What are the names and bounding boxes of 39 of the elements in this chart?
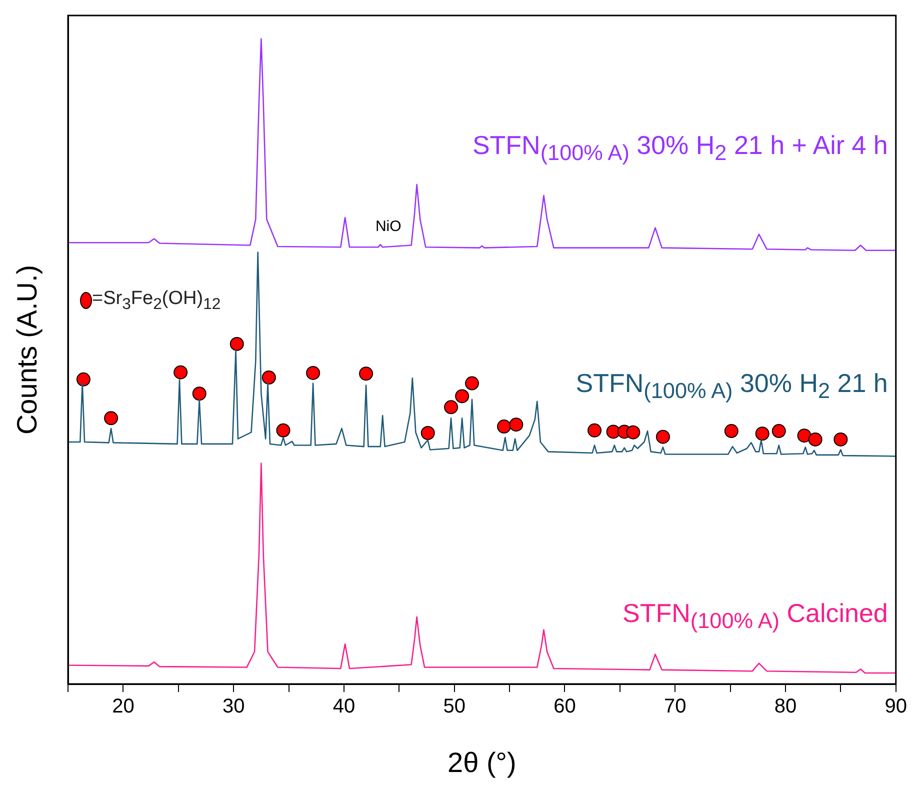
point (455, 389, 470, 404)
legend-label: =Sr$_{3}$Fe$_{2}$(OH)$_{12}$ (92, 288, 221, 314)
point (104, 411, 118, 426)
text: STFN$_{(100% A)}$ 30% H$_{2}$ 21 h + Air 4 h (472, 129, 888, 168)
point (497, 420, 512, 434)
x-tick-label: 30 (222, 696, 245, 718)
x-tick-label: 40 (332, 696, 356, 718)
x-axis-title: 2θ (°) (448, 746, 516, 778)
point (174, 365, 188, 380)
x-tick-label: 80 (774, 696, 797, 718)
point (262, 370, 276, 384)
point (359, 366, 374, 381)
x-tick-label: 90 (884, 696, 907, 718)
point (465, 376, 480, 390)
x-tick-label: 60 (554, 696, 576, 718)
point (76, 372, 90, 386)
point (834, 432, 848, 446)
point (306, 366, 320, 380)
x-tick-label: 50 (443, 696, 466, 718)
point (797, 428, 812, 443)
point (230, 336, 244, 351)
point (626, 425, 640, 440)
x-tick-label: 20 (112, 696, 134, 718)
point (755, 426, 770, 441)
point (444, 400, 458, 414)
y-axis-title: Counts (A.U.) (12, 264, 43, 435)
point (724, 424, 738, 438)
point (808, 432, 822, 446)
series-label: STFN$_{(100% A)}$ Calcined (622, 597, 888, 636)
point (420, 426, 435, 440)
series-label: STFN$_{(100% A)}$ 30% H$_{2}$ 21 h (576, 367, 888, 406)
point (588, 423, 602, 438)
x-tick-label: 70 (664, 696, 686, 718)
point (276, 423, 290, 438)
annotation: NiO (375, 218, 402, 236)
point (656, 430, 670, 444)
point (772, 424, 786, 438)
point (509, 418, 524, 432)
point (192, 386, 206, 401)
